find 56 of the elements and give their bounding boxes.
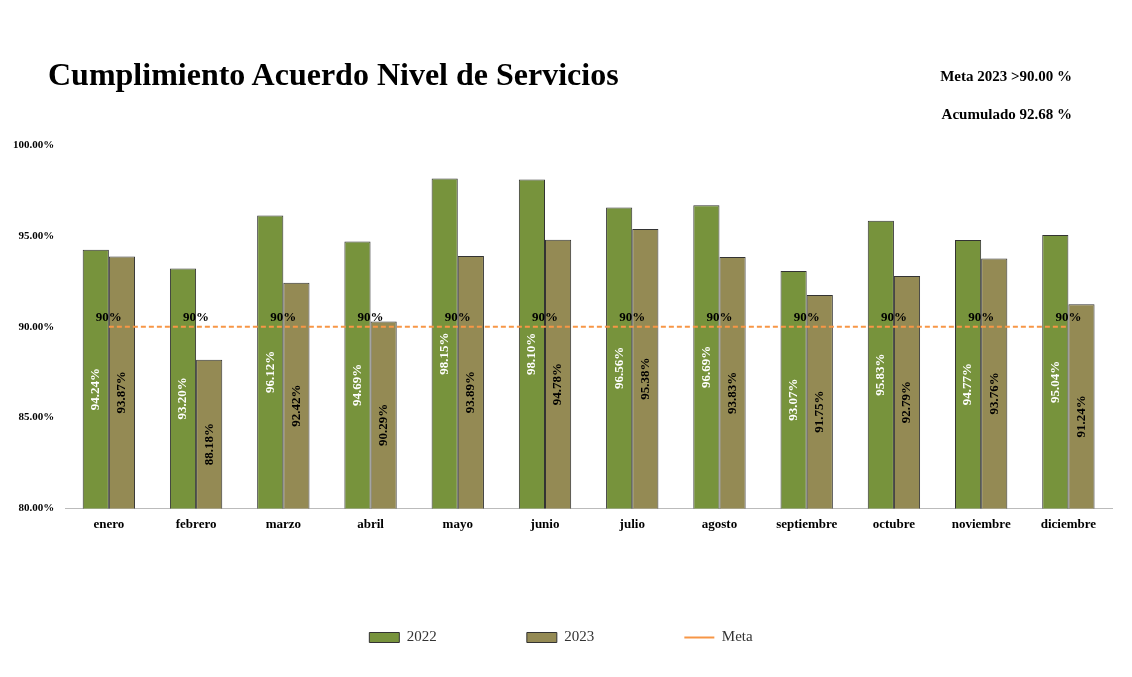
data-label: 93.89%: [462, 371, 478, 414]
x-tick-label: octubre: [872, 515, 916, 531]
x-tick-label: abril: [357, 515, 385, 531]
data-label: 98.10%: [523, 332, 539, 376]
data-label: 94.24%: [87, 367, 103, 411]
data-label: 90%: [270, 308, 297, 324]
data-label: 95.83%: [872, 353, 888, 396]
x-tick-label: diciembre: [1040, 515, 1097, 531]
data-label: 90.29%: [375, 403, 390, 447]
y-tick-label: 85.00%: [18, 410, 55, 423]
data-label: 93.20%: [174, 377, 190, 420]
x-tick-label: mayo: [442, 515, 473, 531]
data-label: 93.87%: [113, 371, 129, 414]
data-label: 90%: [706, 308, 733, 324]
data-label: 96.69%: [697, 345, 713, 388]
data-label: 90%: [968, 308, 995, 324]
data-label: 91.24%: [1072, 395, 1088, 438]
data-label: 98.15%: [436, 332, 452, 375]
text: Meta 2023 >90.00 %: [940, 68, 1072, 85]
x-tick-label: noviembre: [951, 515, 1011, 531]
data-label: 93.76%: [985, 372, 1001, 415]
data-label: 93.83%: [723, 371, 739, 414]
data-label: 96.12%: [261, 350, 277, 394]
data-label: 92.42%: [287, 384, 303, 427]
data-label: 90%: [1055, 308, 1082, 324]
data-label: 94.78%: [549, 363, 565, 406]
data-label: 88.18%: [200, 422, 216, 466]
x-tick-label: julio: [618, 515, 645, 531]
legend-label: 2023: [564, 628, 595, 645]
x-tick-label: enero: [93, 515, 125, 531]
data-label: 93.07%: [784, 378, 800, 421]
data-label: 90%: [880, 308, 907, 324]
legend-label: Meta: [721, 628, 753, 645]
chart-title: Cumplimiento Acuerdo Nivel de Servicios: [48, 56, 619, 93]
data-label: 90%: [793, 308, 820, 324]
x-tick-label: agosto: [701, 515, 738, 531]
y-tick-label: 100.00%: [13, 137, 55, 150]
data-label: 96.56%: [610, 346, 626, 390]
legend-label: 2022: [406, 628, 437, 645]
x-tick-label: junio: [529, 515, 560, 531]
data-label: 90%: [619, 308, 646, 324]
y-tick-label: 80.00%: [18, 501, 55, 514]
data-label: 90%: [444, 308, 471, 324]
y-tick-label: 95.00%: [18, 228, 55, 241]
data-label: 92.79%: [898, 381, 914, 424]
data-label: 95.38%: [636, 357, 652, 400]
y-tick-label: 90.00%: [18, 319, 55, 332]
data-label: 94.69%: [348, 363, 364, 407]
data-label: 95.04%: [1046, 360, 1062, 403]
data-label: 91.75%: [811, 390, 827, 433]
data-label: 94.77%: [959, 363, 975, 406]
x-tick-label: marzo: [265, 515, 302, 531]
x-tick-label: febrero: [175, 515, 217, 531]
data-label: 90%: [95, 308, 122, 324]
x-tick-label: septiembre: [776, 515, 838, 531]
text: Acumulado 92.68 %: [941, 106, 1072, 123]
